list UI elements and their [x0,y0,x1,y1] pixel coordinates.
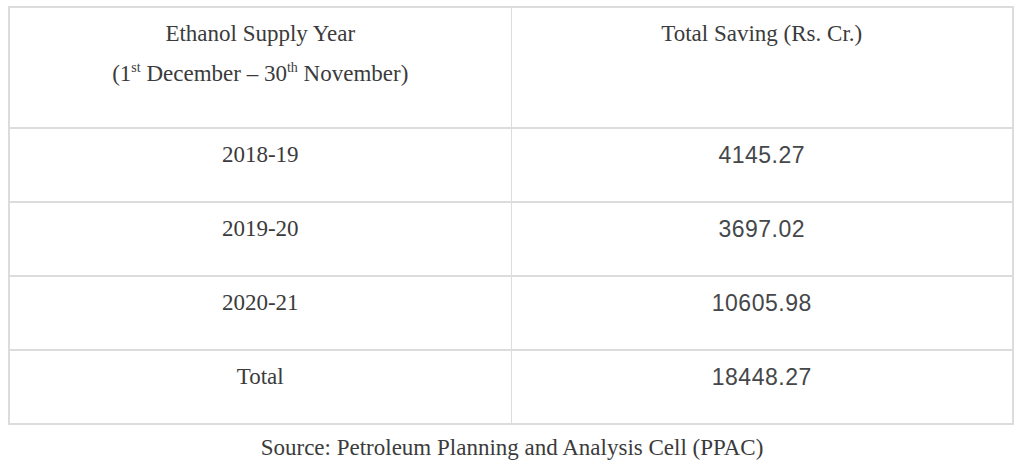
table-row: 2018-19 4145.27 [9,128,1013,202]
header-cell-total-saving: Total Saving (Rs. Cr.) [511,7,1013,128]
superscript-st: st [131,60,140,75]
header-cell-supply-year: Ethanol Supply Year (1st December – 30th… [9,7,511,128]
saving-cell: 10605.98 [511,276,1013,350]
year-cell: 2020-21 [9,276,511,350]
subtitle-text: November) [298,61,409,86]
saving-cell: 4145.27 [511,128,1013,202]
supply-year-header-subtitle: (1st December – 30th November) [20,61,501,87]
saving-cell: 18448.27 [511,350,1013,424]
table-row-total: Total 18448.27 [9,350,1013,424]
superscript-th: th [287,60,298,75]
year-cell: 2019-20 [9,202,511,276]
table-row: 2019-20 3697.02 [9,202,1013,276]
table-header-row: Ethanol Supply Year (1st December – 30th… [9,7,1013,128]
year-cell: 2018-19 [9,128,511,202]
total-saving-header-title: Total Saving (Rs. Cr.) [522,21,1003,47]
source-caption: Source: Petroleum Planning and Analysis … [0,435,1024,461]
page: Ethanol Supply Year (1st December – 30th… [0,0,1024,472]
subtitle-text: December – 30 [141,61,287,86]
saving-cell: 3697.02 [511,202,1013,276]
table-row: 2020-21 10605.98 [9,276,1013,350]
ethanol-savings-table: Ethanol Supply Year (1st December – 30th… [8,6,1014,425]
year-cell: Total [9,350,511,424]
subtitle-text: (1 [112,61,131,86]
supply-year-header-title: Ethanol Supply Year [20,21,501,47]
